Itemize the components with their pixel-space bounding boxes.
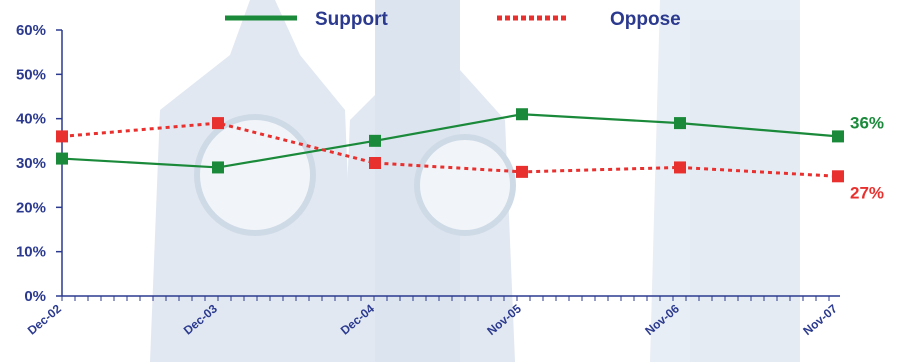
legend: Support Oppose: [225, 9, 681, 30]
legend-label-oppose: Oppose: [610, 9, 681, 30]
data-point-support: [674, 117, 686, 130]
data-point-oppose: [369, 157, 381, 169]
y-tick-label: 10%: [16, 244, 46, 261]
data-point-support: [369, 134, 381, 147]
data-point-oppose: [212, 117, 224, 130]
end-label-oppose: 27%: [850, 183, 884, 202]
series-line-oppose: [61, 121, 839, 178]
data-point-oppose: [56, 130, 68, 143]
y-tick-label: 30%: [16, 155, 46, 172]
data-point-oppose: [516, 165, 528, 178]
data-point-support: [56, 152, 68, 165]
data-point-support: [516, 108, 528, 121]
y-tick-label: 50%: [16, 66, 46, 83]
y-tick-label: 0%: [24, 288, 46, 305]
series-line-support: [61, 113, 839, 169]
y-tick-label: 20%: [16, 199, 46, 216]
legend-label-support: Support: [315, 9, 388, 30]
end-label-support: 36%: [850, 113, 884, 132]
data-point-support: [212, 161, 224, 174]
y-tick-label: 60%: [16, 22, 46, 39]
y-tick-label: 40%: [16, 111, 46, 128]
data-point-oppose: [832, 170, 844, 183]
data-point-support: [832, 130, 844, 143]
data-point-oppose: [674, 161, 686, 174]
